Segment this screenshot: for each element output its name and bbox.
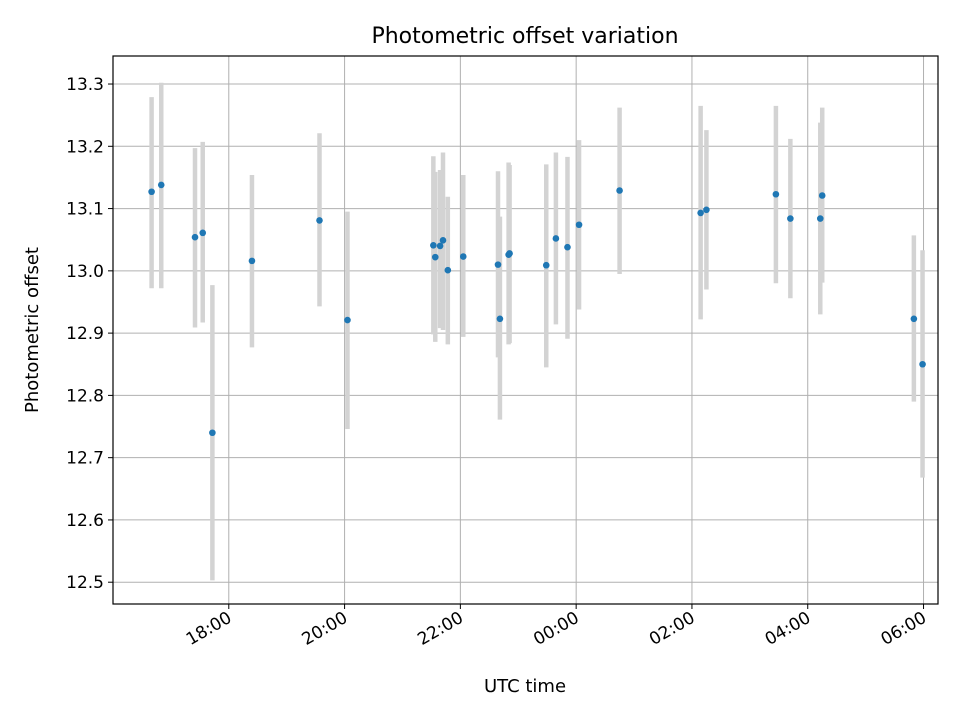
data-point [616,187,623,194]
data-point [148,188,155,196]
y-tick-label: 12.9 [66,324,104,344]
y-axis-ticks: 12.5 12.6 12.7 12.8 12.9 13.0 13.1 13.2 13.3 [66,75,113,593]
y-tick-label: 12.5 [66,573,104,593]
y-axis-label: Photometric offset [22,247,43,413]
data-point [459,253,467,260]
data-point [552,235,560,242]
data-point [496,315,504,323]
y-tick-label: 13.3 [66,75,104,95]
data-point [316,217,323,224]
data-point [444,266,452,274]
y-tick-label: 13.0 [66,262,104,282]
data-point [703,206,710,214]
y-tick-label: 12.7 [66,449,104,469]
data-point [494,261,502,268]
x-axis-label: UTC time [484,676,566,697]
data-point [209,429,216,437]
data-point [344,316,351,324]
y-tick-label: 13.1 [66,200,104,220]
y-tick-label: 13.2 [66,137,104,157]
chart-title: Photometric offset variation [371,24,678,49]
data-point [199,229,207,237]
data-point [564,243,571,251]
data-point [506,250,513,257]
data-point [436,242,444,250]
data-point [431,253,439,261]
data-point [910,315,918,323]
data-point [248,257,256,265]
y-tick-label: 12.8 [66,386,104,406]
data-point [430,242,437,249]
data-point [575,221,583,229]
data-point [439,237,447,244]
data-point [818,192,826,199]
data-point [542,261,550,269]
data-point [697,209,704,217]
data-point [772,190,780,198]
y-tick-label: 12.6 [66,511,104,531]
data-point [191,233,199,241]
data-point [157,181,165,189]
data-point [919,360,926,368]
plot-frame [112,55,939,605]
data-point [816,215,824,222]
data-points [148,181,926,437]
data-point [787,215,794,222]
